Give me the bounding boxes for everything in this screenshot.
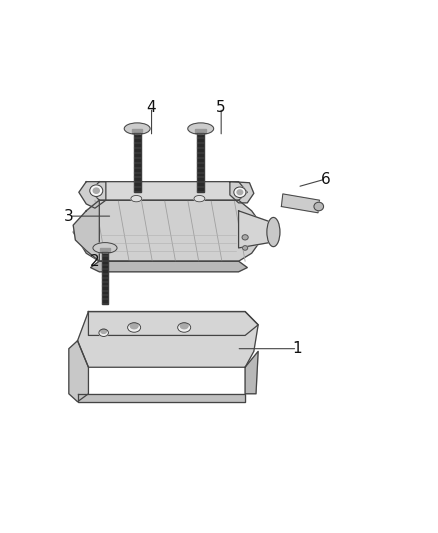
Bar [195,128,206,133]
Ellipse shape [99,329,109,336]
Polygon shape [102,252,108,304]
Ellipse shape [237,190,243,195]
Polygon shape [197,133,204,192]
Polygon shape [73,200,99,261]
Text: 3: 3 [64,208,74,224]
Ellipse shape [267,217,280,247]
Polygon shape [88,312,258,335]
Text: 6: 6 [321,172,331,187]
Ellipse shape [127,322,141,332]
Ellipse shape [178,322,191,332]
Polygon shape [91,261,247,272]
Polygon shape [134,133,141,192]
Polygon shape [245,351,258,394]
Text: 1: 1 [293,341,302,356]
Text: 4: 4 [147,100,156,115]
Ellipse shape [188,123,214,134]
Polygon shape [69,341,88,402]
Ellipse shape [314,202,324,211]
Ellipse shape [90,185,103,197]
Polygon shape [73,200,267,261]
Text: 5: 5 [216,100,226,115]
Polygon shape [78,312,258,367]
Ellipse shape [131,196,142,202]
Text: 2: 2 [90,254,100,269]
Polygon shape [91,182,247,200]
Ellipse shape [93,243,117,253]
Ellipse shape [93,188,99,193]
Ellipse shape [242,235,248,240]
Ellipse shape [180,323,188,329]
Polygon shape [239,211,278,248]
Polygon shape [78,394,245,402]
Ellipse shape [130,323,138,329]
Ellipse shape [194,196,205,202]
Ellipse shape [234,187,246,198]
Bar [132,128,142,133]
Ellipse shape [243,246,248,250]
Polygon shape [281,194,319,213]
Bar [100,248,110,252]
Polygon shape [79,182,106,208]
Polygon shape [230,182,254,203]
Ellipse shape [101,329,106,334]
Ellipse shape [124,123,150,134]
